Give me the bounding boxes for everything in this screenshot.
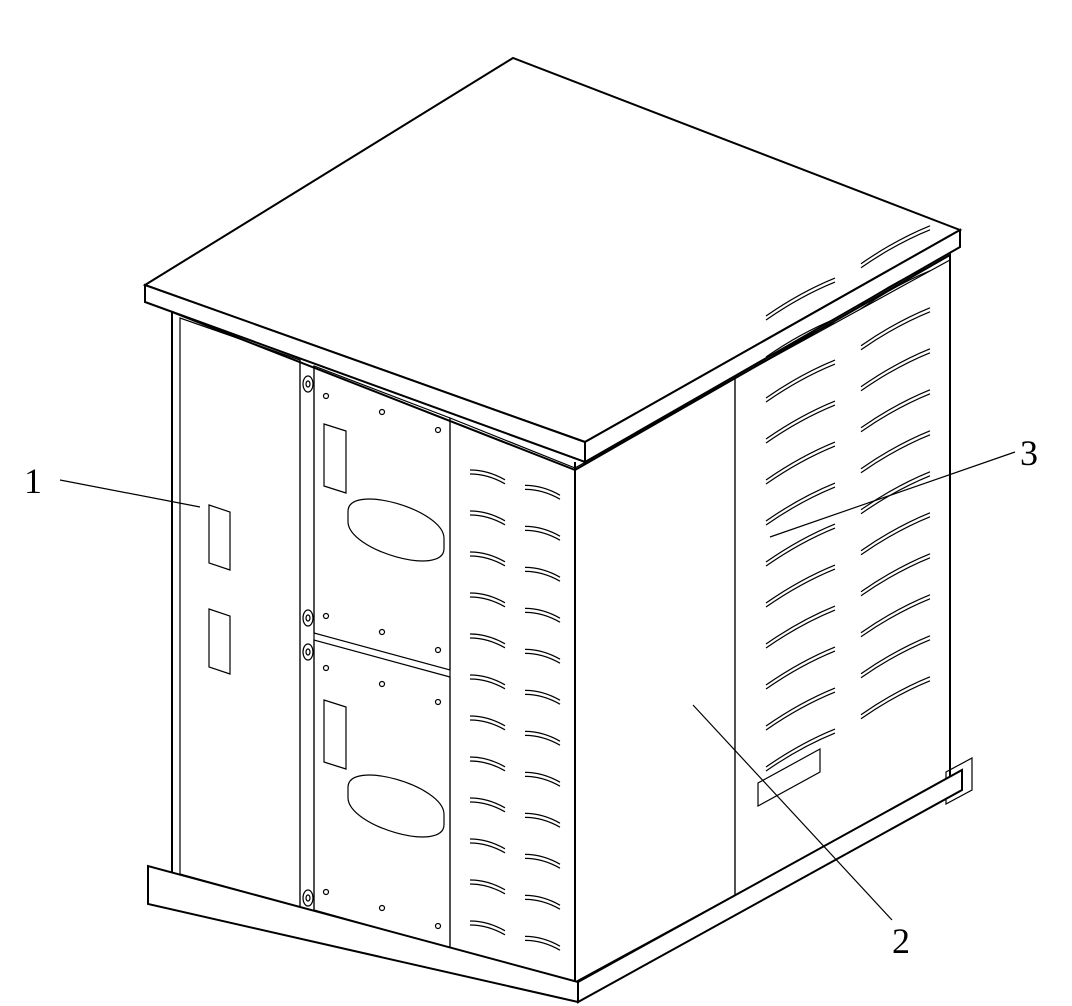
callout-label-1: 1 bbox=[24, 460, 42, 502]
callout-label-2: 2 bbox=[892, 920, 910, 962]
callout-label-3: 3 bbox=[1020, 432, 1038, 474]
